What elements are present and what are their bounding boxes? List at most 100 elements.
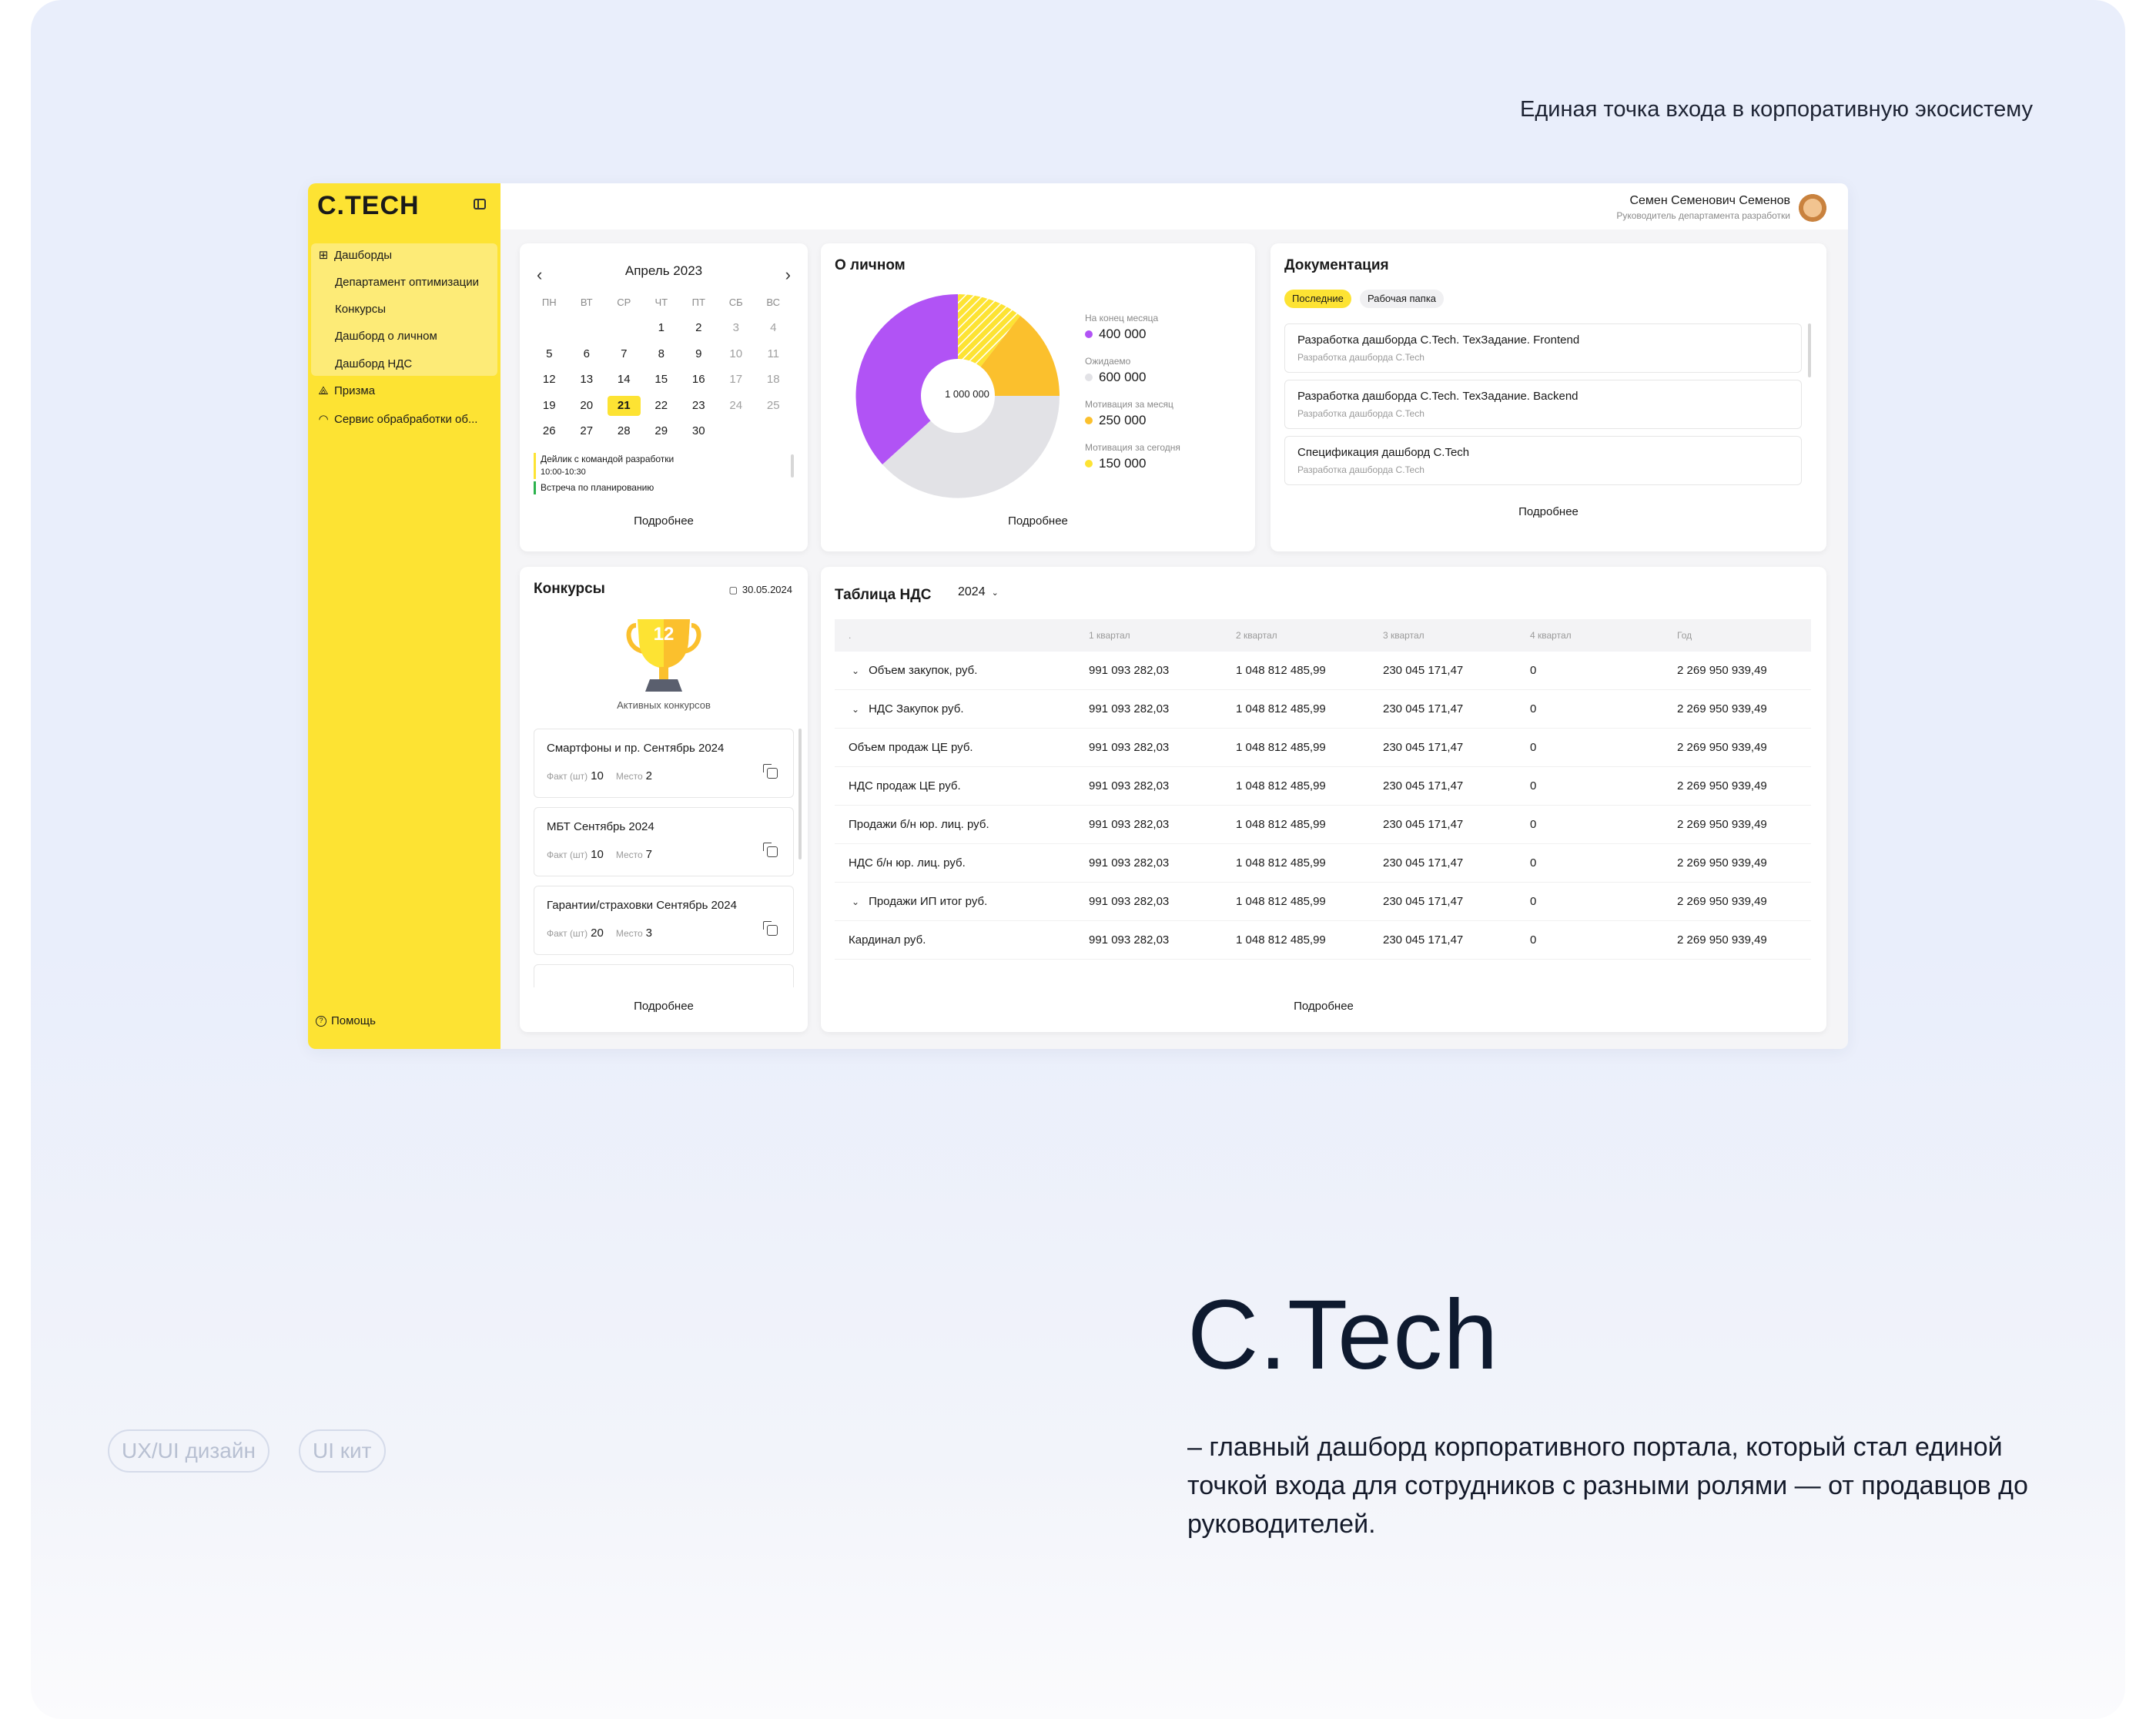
calendar-day[interactable]: 2 — [695, 321, 702, 335]
calendar-day[interactable]: 10 — [729, 347, 743, 360]
copy-icon[interactable] — [763, 764, 778, 779]
contest-card-partial[interactable] — [534, 964, 794, 987]
chevron-down-icon[interactable]: ⌄ — [852, 703, 860, 715]
calendar-day[interactable]: 4 — [770, 321, 777, 335]
table-cell: 2 269 950 939,49 — [1677, 818, 1767, 831]
column-header[interactable]: 4 квартал — [1530, 630, 1572, 641]
sidebar-item-prizma[interactable]: ⟁ Призма — [317, 384, 375, 397]
table-row[interactable]: Продажи б/н юр. лиц. руб. 991 093 282,03 1… — [835, 806, 1811, 844]
weekday-label: ПН — [541, 296, 557, 308]
sidebar-subitem[interactable]: Дашборд о личном — [335, 330, 437, 343]
year-select[interactable]: 2024 ⌄ — [958, 585, 999, 599]
sidebar-item-dashboards[interactable]: ⊞ Дашборды — [317, 248, 392, 263]
calendar-day[interactable]: 7 — [621, 347, 628, 360]
scrollbar[interactable] — [1808, 323, 1811, 377]
calendar-day[interactable]: 11 — [767, 347, 780, 360]
calendar-day[interactable]: 25 — [766, 398, 780, 412]
chevron-down-icon[interactable]: ⌄ — [852, 665, 860, 676]
calendar-day[interactable]: 13 — [580, 373, 594, 387]
sidebar: C.TECH ⊞ Дашборды Департамент оптимизаци… — [308, 183, 500, 1049]
table-row[interactable]: НДС продаж ЦЕ руб. 991 093 282,03 1 048 81… — [835, 767, 1811, 806]
contest-card[interactable]: Смартфоны и пр. Сентябрь 2024 Факт (шт) 1… — [534, 729, 794, 798]
sidebar-item-label: Дашборды — [334, 248, 392, 262]
sidebar-subitem[interactable]: Конкурсы — [335, 303, 387, 316]
chevron-left-icon[interactable]: ‹ — [537, 265, 543, 284]
calendar-day[interactable]: 9 — [695, 347, 702, 360]
calendar-day[interactable]: 19 — [542, 398, 556, 412]
doc-item[interactable]: Спецификация дашборд C.Tech Разработка д… — [1284, 436, 1802, 485]
calendar-day[interactable]: 30 — [691, 424, 705, 438]
calendar-day[interactable]: 14 — [617, 373, 631, 387]
vat-more-link[interactable]: Подробнее — [1294, 1000, 1354, 1013]
scrollbar[interactable] — [791, 454, 794, 478]
legend-label: Мотивация за сегодня — [1085, 442, 1180, 453]
event-title: Дейлик с командой разработки — [541, 454, 675, 464]
calendar-day[interactable]: 1 — [658, 321, 665, 335]
sidebar-collapse-icon[interactable] — [474, 199, 486, 209]
calendar-day[interactable]: 6 — [583, 347, 590, 360]
calendar-day[interactable]: 20 — [580, 398, 594, 412]
docs-more-link[interactable]: Подробнее — [1518, 505, 1578, 518]
calendar-day — [568, 318, 606, 338]
calendar-day-today[interactable]: 21 — [608, 395, 641, 416]
sidebar-subitem[interactable]: Дашборд НДС — [335, 357, 413, 370]
column-header[interactable]: 3 квартал — [1383, 630, 1424, 641]
contest-card[interactable]: Гарантии/страховки Сентябрь 2024 Факт (ш… — [534, 886, 794, 955]
calendar-day[interactable]: 27 — [580, 424, 594, 438]
table-row[interactable]: Кардинал руб. 991 093 282,03 1 048 812 485… — [835, 921, 1811, 960]
calendar-event[interactable]: Встреча по планированию — [534, 481, 654, 494]
chevron-right-icon[interactable]: › — [785, 265, 791, 284]
table-row[interactable]: ⌄ Продажи ИП итог руб. 991 093 282,03 1 048… — [835, 883, 1811, 921]
copy-icon[interactable] — [763, 843, 778, 857]
table-cell: 0 — [1530, 818, 1537, 831]
calendar-day[interactable]: 29 — [654, 424, 668, 438]
weekday-label: СР — [617, 296, 631, 308]
personal-more-link[interactable]: Подробнее — [1008, 514, 1068, 528]
contest-card[interactable]: МБТ Сентябрь 2024 Факт (шт) 10 Место 7 — [534, 807, 794, 876]
user-name[interactable]: Семен Семенович Семенов — [1629, 194, 1790, 207]
calendar-day[interactable]: 3 — [732, 321, 739, 335]
calendar-day[interactable]: 8 — [658, 347, 665, 360]
calendar-day[interactable]: 16 — [691, 373, 705, 387]
sidebar-item-service[interactable]: ◠ Сервис обрабработки об... — [317, 412, 477, 427]
scrollbar[interactable] — [798, 729, 802, 860]
table-cell: 230 045 171,47 — [1383, 664, 1464, 677]
tagline: Единая точка входа в корпоративную экоси… — [1520, 97, 2033, 122]
doc-item[interactable]: Разработка дашборда C.Tech. ТехЗадание. … — [1284, 323, 1802, 373]
calendar-day[interactable]: 28 — [617, 424, 631, 438]
doc-item[interactable]: Разработка дашборда C.Tech. ТехЗадание. … — [1284, 380, 1802, 429]
sidebar-subitem[interactable]: Департамент оптимизации — [335, 276, 479, 289]
calendar-day[interactable]: 5 — [546, 347, 553, 360]
calendar-day[interactable]: 26 — [542, 424, 556, 438]
table-row[interactable]: НДС б/н юр. лиц. руб. 991 093 282,03 1 048… — [835, 844, 1811, 883]
contest-date[interactable]: ▢ 30.05.2024 — [729, 584, 792, 595]
avatar[interactable] — [1797, 191, 1828, 222]
table-row[interactable]: Объем продаж ЦЕ руб. 991 093 282,03 1 048 … — [835, 729, 1811, 767]
table-cell: 1 048 812 485,99 — [1236, 702, 1326, 715]
column-header[interactable]: 1 квартал — [1089, 630, 1130, 641]
chevron-down-icon[interactable]: ⌄ — [852, 896, 860, 907]
table-row[interactable]: ⌄ Объем закупок, руб. 991 093 282,03 1 048 … — [835, 652, 1811, 690]
legend-dot — [1085, 460, 1093, 467]
tab-recent[interactable]: Последние — [1284, 290, 1351, 308]
calendar-event[interactable]: Дейлик с командой разработки 10:00-10:30 — [534, 453, 674, 479]
calendar-day[interactable]: 23 — [691, 398, 705, 412]
calendar-day[interactable]: 24 — [729, 398, 743, 412]
calendar-day[interactable]: 18 — [766, 373, 780, 387]
help-link[interactable]: ? Помощь — [316, 1014, 376, 1027]
contest-name: МБТ Сентябрь 2024 — [547, 820, 654, 833]
table-row[interactable]: ⌄ НДС Закупок руб. 991 093 282,03 1 048 812… — [835, 690, 1811, 729]
contests-more-link[interactable]: Подробнее — [634, 1000, 694, 1013]
table-cell: 2 269 950 939,49 — [1677, 779, 1767, 792]
table-cell: 0 — [1530, 741, 1537, 754]
table-cell: 991 093 282,03 — [1089, 856, 1170, 870]
calendar-day[interactable]: 17 — [729, 373, 743, 387]
copy-icon[interactable] — [763, 921, 778, 936]
column-header[interactable]: 2 квартал — [1236, 630, 1277, 641]
column-header[interactable]: Год — [1677, 630, 1692, 641]
tab-work-folder[interactable]: Рабочая папка — [1360, 290, 1445, 308]
calendar-day[interactable]: 22 — [654, 398, 668, 412]
calendar-day[interactable]: 15 — [654, 373, 668, 387]
calendar-more-link[interactable]: Подробнее — [634, 514, 694, 528]
calendar-day[interactable]: 12 — [542, 373, 556, 387]
